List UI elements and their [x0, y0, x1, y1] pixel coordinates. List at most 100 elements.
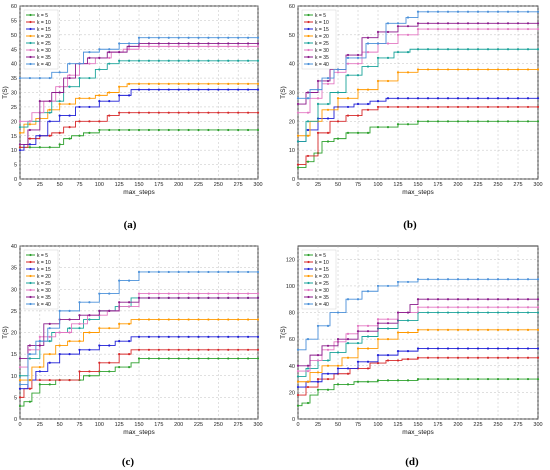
x-tick-label: 50: [335, 182, 341, 188]
data-point: [78, 105, 81, 109]
data-point: [416, 48, 420, 51]
data-point: [237, 59, 240, 62]
data-point: [336, 311, 340, 314]
data-point: [207, 296, 210, 299]
data-point: [48, 120, 51, 123]
data-point: [496, 306, 500, 309]
data-point: [486, 356, 490, 359]
data-point: [137, 357, 141, 360]
data-point: [456, 48, 460, 51]
data-point: [227, 45, 230, 48]
data-point: [326, 344, 330, 347]
data-point: [386, 22, 390, 25]
data-point: [516, 278, 520, 281]
data-point: [356, 62, 360, 65]
data-point: [326, 131, 330, 134]
data-point: [48, 146, 51, 149]
data-point: [296, 111, 300, 114]
x-tick-label: 25: [37, 422, 43, 428]
y-tick-label: 80: [289, 311, 295, 317]
data-point: [446, 120, 450, 123]
chart-panel-1: 0 25 50 75 100 125 150 175 200 225 250 275 300 0 5 10 15…: [2, 4, 263, 231]
data-point: [38, 134, 41, 137]
data-point: [177, 45, 180, 48]
data-point: [466, 120, 470, 123]
data-point: [256, 357, 260, 360]
legend-marker: [307, 34, 310, 38]
data-point: [466, 10, 470, 13]
data-point: [506, 347, 510, 350]
legend-label: k = 30: [315, 48, 329, 54]
data-point: [157, 82, 160, 85]
data-point: [207, 42, 210, 45]
data-point: [28, 344, 32, 347]
series-line-k30: [20, 45, 258, 122]
data-point: [396, 123, 400, 126]
legend-marker: [29, 253, 32, 257]
data-point: [306, 160, 310, 163]
data-point: [227, 292, 230, 295]
data-point: [207, 348, 210, 351]
data-point: [147, 82, 151, 85]
data-point: [316, 388, 320, 391]
data-point: [486, 120, 490, 123]
data-point: [227, 111, 230, 114]
data-point: [466, 97, 470, 100]
data-point: [58, 131, 61, 134]
data-point: [157, 36, 160, 39]
data-point: [536, 377, 540, 381]
data-point: [217, 59, 220, 62]
data-point: [227, 36, 230, 39]
data-point: [118, 42, 121, 45]
legend-label: k = 10: [37, 20, 51, 26]
data-point: [376, 100, 380, 103]
data-point: [127, 48, 131, 51]
data-point: [88, 331, 91, 334]
data-point: [536, 306, 540, 309]
x-tick-label: 200: [174, 182, 183, 188]
x-tick-label: 300: [253, 422, 262, 428]
data-point: [256, 296, 260, 299]
data-point: [296, 393, 300, 397]
data-point: [88, 105, 91, 109]
data-point: [177, 270, 180, 274]
legend-label: k = 35: [37, 55, 51, 61]
series-line-k20: [20, 319, 258, 381]
data-point: [48, 327, 51, 330]
data-point: [227, 82, 230, 85]
y-tick-label: 10: [11, 374, 17, 380]
data-point: [396, 379, 400, 382]
data-point: [436, 48, 440, 51]
data-point: [108, 128, 111, 132]
data-point: [38, 340, 41, 343]
data-point: [326, 372, 330, 375]
y-tick-label: 5: [14, 395, 17, 401]
data-point: [147, 111, 151, 114]
data-point: [227, 318, 230, 321]
data-point: [426, 27, 430, 31]
data-point: [296, 385, 300, 389]
data-point: [187, 36, 190, 39]
data-point: [48, 76, 51, 80]
data-point: [227, 88, 230, 91]
data-point: [177, 357, 180, 360]
data-point: [167, 88, 170, 91]
data-point: [18, 374, 22, 377]
data-point: [376, 362, 380, 365]
data-point: [436, 278, 440, 281]
data-point: [108, 62, 111, 65]
data-point: [326, 102, 330, 106]
data-point: [68, 74, 71, 77]
y-tick-label: 15: [11, 134, 17, 140]
data-point: [446, 278, 450, 281]
data-point: [187, 348, 190, 351]
data-point: [376, 338, 380, 341]
data-point: [426, 347, 430, 350]
data-point: [147, 128, 151, 132]
data-point: [536, 68, 540, 71]
data-point: [516, 48, 520, 51]
data-point: [68, 318, 71, 321]
data-point: [366, 324, 370, 327]
data-point: [167, 296, 170, 299]
